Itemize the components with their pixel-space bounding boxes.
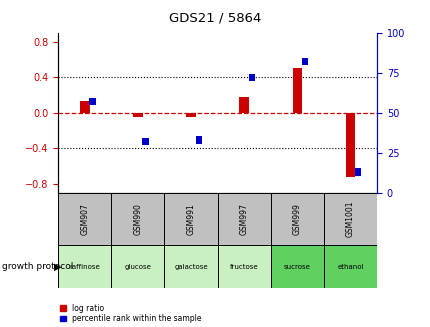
Bar [345,113,354,177]
Bar [217,193,270,245]
Text: GSM990: GSM990 [133,203,142,235]
Text: fructose: fructose [229,264,258,269]
Bar [301,58,307,65]
Text: ▶: ▶ [54,262,62,271]
Bar [133,113,142,117]
Text: ethanol: ethanol [337,264,363,269]
Text: glucose: glucose [124,264,151,269]
Legend: log ratio, percentile rank within the sample: log ratio, percentile rank within the sa… [60,304,201,323]
Bar [323,245,376,288]
Text: GSM991: GSM991 [186,203,195,235]
Bar [164,193,217,245]
Bar [111,245,164,288]
Bar [111,193,164,245]
Bar [270,245,323,288]
Text: GSM907: GSM907 [80,203,89,235]
Text: sucrose: sucrose [283,264,310,269]
Bar [58,193,111,245]
Bar [58,245,111,288]
Bar [195,136,201,144]
Bar [80,101,89,113]
Bar [142,138,148,145]
Bar [239,97,249,113]
Bar [164,245,217,288]
Bar [248,74,255,81]
Bar [323,193,376,245]
Bar [217,245,270,288]
Text: GSM999: GSM999 [292,203,301,235]
Text: GSM1001: GSM1001 [345,201,354,237]
Bar [354,168,360,176]
Text: GSM997: GSM997 [239,203,248,235]
Text: galactose: galactose [174,264,207,269]
Text: raffinose: raffinose [69,264,100,269]
Bar [186,113,195,117]
Bar [292,68,301,113]
Bar [270,193,323,245]
Text: GDS21 / 5864: GDS21 / 5864 [169,11,261,25]
Bar [89,98,95,105]
Text: growth protocol: growth protocol [2,262,74,271]
